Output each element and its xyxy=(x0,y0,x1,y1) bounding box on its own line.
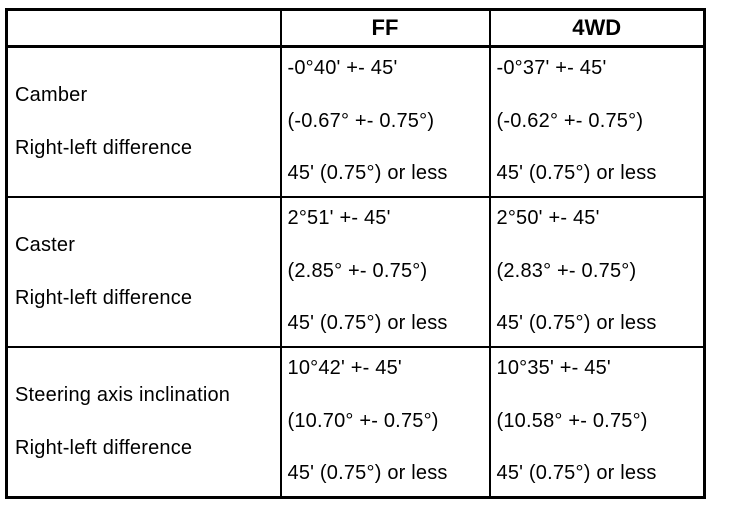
value-line: (-0.67° +- 0.75°) xyxy=(287,109,435,132)
table-row-caster: Caster Right-left difference 2°51' +- 45… xyxy=(5,196,706,348)
value-line: -0°37' +- 45' xyxy=(496,57,607,79)
header-cell-4wd: 4WD xyxy=(488,8,706,48)
table-row-camber: Camber Right-left difference -0°40' +- 4… xyxy=(5,45,706,198)
header-row: FF 4WD xyxy=(5,8,706,48)
value-line: 45' (0.75°) or less xyxy=(496,462,657,484)
value-line: 2°51' +- 45' xyxy=(287,207,391,229)
value-line: 45' (0.75°) or less xyxy=(496,162,657,184)
value-line: 10°42' +- 45' xyxy=(287,357,402,379)
value-cell-4wd: 10°35' +- 45' (10.58° +- 0.75°) 45' (0.7… xyxy=(488,346,706,499)
header-cell-ff: FF xyxy=(279,8,491,48)
header-cell-empty xyxy=(5,8,282,48)
value-line: 10°35' +- 45' xyxy=(496,357,611,379)
alignment-spec-table: FF 4WD Camber Right-left difference -0°4… xyxy=(5,8,706,499)
value-line: 45' (0.75°) or less xyxy=(287,312,448,334)
value-line: (2.83° +- 0.75°) xyxy=(496,259,637,282)
value-line: 45' (0.75°) or less xyxy=(287,462,448,484)
value-line: 45' (0.75°) or less xyxy=(287,162,448,184)
value-line: (10.58° +- 0.75°) xyxy=(496,409,648,432)
row-label-secondary: Right-left difference xyxy=(15,137,193,159)
value-line: (-0.62° +- 0.75°) xyxy=(496,109,644,132)
value-cell-ff: -0°40' +- 45' (-0.67° +- 0.75°) 45' (0.7… xyxy=(279,45,491,198)
table-row-steering-axis-inclination: Steering axis inclination Right-left dif… xyxy=(5,346,706,499)
value-cell-ff: 2°51' +- 45' (2.85° +- 0.75°) 45' (0.75°… xyxy=(279,196,491,348)
row-label-cell: Caster Right-left difference xyxy=(5,196,282,348)
value-line: 45' (0.75°) or less xyxy=(496,312,657,334)
row-label-secondary: Right-left difference xyxy=(15,287,193,309)
value-line: (2.85° +- 0.75°) xyxy=(287,259,428,282)
value-cell-4wd: -0°37' +- 45' (-0.62° +- 0.75°) 45' (0.7… xyxy=(488,45,706,198)
row-label-cell: Camber Right-left difference xyxy=(5,45,282,198)
row-label-cell: Steering axis inclination Right-left dif… xyxy=(5,346,282,499)
value-cell-4wd: 2°50' +- 45' (2.83° +- 0.75°) 45' (0.75°… xyxy=(488,196,706,348)
row-label-primary: Camber xyxy=(15,84,88,106)
value-line: 2°50' +- 45' xyxy=(496,207,600,229)
row-label-secondary: Right-left difference xyxy=(15,437,193,459)
value-cell-ff: 10°42' +- 45' (10.70° +- 0.75°) 45' (0.7… xyxy=(279,346,491,499)
value-line: (10.70° +- 0.75°) xyxy=(287,409,439,432)
value-line: -0°40' +- 45' xyxy=(287,57,398,79)
row-label-primary: Steering axis inclination xyxy=(15,384,231,406)
row-label-primary: Caster xyxy=(15,234,76,256)
